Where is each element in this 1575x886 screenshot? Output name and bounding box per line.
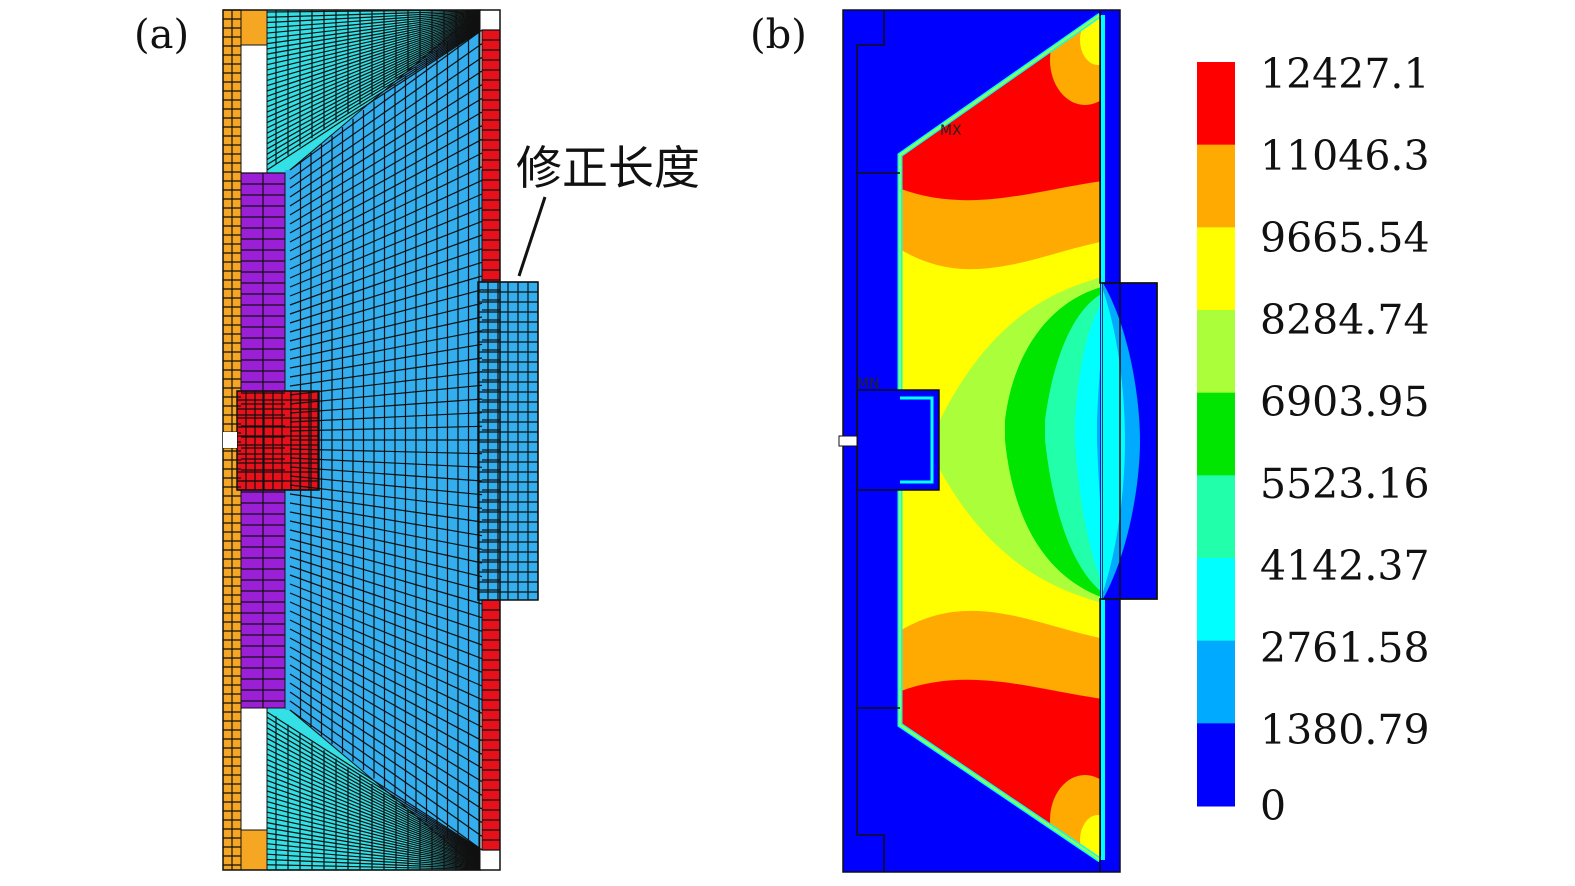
annotation-leader: [517, 196, 547, 277]
contour-side-notch: [838, 435, 858, 447]
legend-value: 9665.54: [1260, 214, 1430, 262]
panel-b-label: (b): [750, 12, 807, 58]
legend-swatch: [1197, 310, 1235, 394]
legend-swatch: [1197, 475, 1235, 559]
legend-swatch: [1197, 227, 1235, 311]
legend-swatch: [1197, 723, 1235, 807]
min-marker: MN: [857, 376, 880, 392]
max-marker: MX: [940, 123, 962, 139]
color-legend-bar: [1197, 62, 1235, 807]
legend-swatch: [1197, 144, 1235, 228]
outer-strip-cap-bottom: [240, 829, 268, 871]
legend-value: 12427.1: [1260, 50, 1430, 98]
correction-length-annotation: 修正长度: [516, 141, 700, 195]
legend-value: 5523.16: [1260, 460, 1430, 508]
outer-strip-cap-top: [240, 9, 268, 46]
mesh-panel: [222, 8, 547, 872]
mesh-grid-lines: [223, 9, 539, 871]
legend-value: 6903.95: [1260, 378, 1430, 426]
legend-value: 4142.37: [1260, 542, 1430, 590]
legend-value: 0: [1260, 782, 1287, 830]
contour-panel: MX MN: [838, 9, 1158, 873]
legend-swatch: [1197, 558, 1235, 642]
panel-a-label: (a): [134, 12, 190, 58]
right-red-strip-top: [481, 29, 501, 283]
legend-value: 8284.74: [1260, 296, 1430, 344]
legend-value: 11046.3: [1260, 132, 1430, 180]
legend-swatch: [1197, 62, 1235, 146]
notch-glow: [900, 396, 934, 484]
right-red-strip-bottom: [481, 599, 501, 851]
legend-swatch: [1197, 392, 1235, 476]
legend-swatch: [1197, 640, 1235, 724]
contour-body: [900, 15, 1100, 860]
legend-value: 1380.79: [1260, 706, 1430, 754]
legend-value: 2761.58: [1260, 624, 1430, 672]
mesh-notch: [223, 432, 237, 448]
